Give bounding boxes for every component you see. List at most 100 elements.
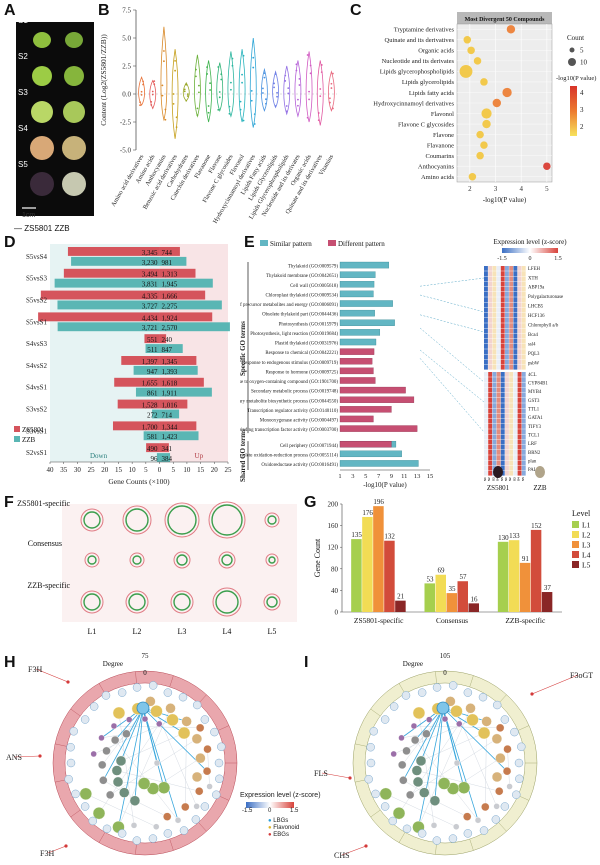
hi-legend-item-lbgs: ● LBGs [268,818,289,824]
d-lbl-zzb-up-6: 1,911 [162,390,178,398]
e-heat-cell-a [509,307,514,313]
e-heat-cell-a [509,318,514,323]
e-heat-cell-b [496,424,501,429]
e-heat-cell-b [521,398,526,403]
e-heat-cell-b [513,465,518,471]
c-xtick-0: 2 [468,185,472,193]
g-xtick-1: Consensus [436,616,468,625]
netH-peripheral-node [64,774,73,784]
d-bar-zzb-up-4 [159,344,183,353]
panel-h: H Degree 75 0 F3H ANS F3H [0,648,300,865]
b-point [241,81,243,84]
e-heat-cell-a [509,271,514,276]
c-legend-count-10: 10 [580,59,588,67]
f-module-0-4 [267,515,277,525]
b-point [161,84,164,87]
f-module-2-0 [83,593,101,611]
e-heat-cell-a [496,286,501,292]
f-module-1-3 [221,554,233,566]
e-heat-cell-a [496,271,501,276]
e-heat-cell-a [505,349,509,354]
netH-hub-edge [142,707,185,734]
g-bar-0-3 [384,540,395,612]
g-value-2-4: 37 [544,584,552,592]
svg-text:S5: S5 [521,477,525,481]
netI-peripheral-node [517,742,526,752]
b-point [253,123,256,125]
e-heat-cell-a [517,276,522,282]
e-heat-cell-b [500,408,505,414]
e-heat-cell-a [505,359,509,365]
e-heat-cell-a [484,328,488,334]
e-heat-cell-b [492,377,497,382]
e-heat-cell-a [509,323,514,328]
d-lbl-zzb-down-0: 3,230 [142,259,158,267]
b-point [230,81,232,84]
b-point [218,96,221,99]
e-bar-different-14 [339,396,415,403]
c-color-scale [570,86,577,136]
e-heat-cell-a [513,318,518,323]
netI-node [445,696,456,707]
d-bar-zzb-down-1 [54,278,160,288]
netH-node [195,752,206,764]
e-gene-b-9: BRN2 [528,451,541,456]
netH-peripheral-node [192,700,202,710]
e-heat-cell-a [488,323,493,328]
b-violin-2 [160,26,168,120]
e-expr-tick-2: 1.5 [554,256,562,262]
e-gene-b-10: plan [528,459,537,464]
c-legend-color-title: -log10(P value) [556,75,596,82]
e-xtick-0: 1 [338,473,341,480]
e-heat-cell-b [521,372,526,377]
e-heat-cell-b [496,403,501,408]
e-heat-cell-a [492,333,497,339]
hi-legend-gradient [246,802,294,808]
b-point [231,64,234,67]
netH-peripheral-node [66,758,76,768]
d-lbl-zs-up-7: 1,016 [162,402,178,410]
netH-node [177,726,191,740]
d-lbl-zzb-up-2: 2,275 [162,302,178,310]
d-lbl-zzb-up-3: 2,570 [162,324,178,332]
b-point [218,91,221,93]
netI-hub-edge [434,707,444,801]
e-heat-cell-a [492,359,497,365]
netH-node [129,795,141,806]
c-ytick-12: Coumarins [425,153,454,160]
e-heat-cell-a [496,281,501,287]
c-bubble-2 [467,46,475,55]
d-lbl-zs-down-1: 3,494 [142,271,158,279]
e-gene-b-4: TTL1 [528,407,540,412]
svg-text:S4: S4 [517,477,521,481]
b-ytick-4: 5.0 [122,35,131,43]
e-heat-cell-a [488,344,493,349]
svg-text:S1: S1 [504,477,508,481]
e-heat-cell-a [509,297,514,302]
e-bar-different-16 [339,415,374,423]
e-heat-cell-a [484,276,488,282]
b-point [164,118,167,121]
e-ytick-1: Thylakoid membrane (GO:0042651) [266,274,338,279]
netI-peripheral-node [369,727,378,736]
hi-legend-tick-0: -1.5 [242,808,253,814]
e-heat-cell-a [492,286,497,292]
netI-peripheral-node [515,774,524,784]
e-expr-tick-0: -1.5 [497,256,507,262]
f-ring-outer [125,590,149,614]
e-heat-cell-b [509,460,514,466]
e-heat-cell-a [492,338,497,344]
g-legend-4: L5 [582,561,591,570]
e-heat-cell-a [488,333,493,339]
e-heat-cell-b [505,408,509,414]
panel-c-label: C [350,2,362,19]
g-bar-2-4 [541,592,553,612]
b-point [195,68,197,71]
netH-node [112,706,126,720]
e-heat-cell-a [496,307,501,313]
b-point [206,66,208,69]
d-bar-zs-up-2 [159,290,206,300]
netI-peripheral-node [380,802,390,811]
e-heat-cell-a [517,323,522,328]
e-heat-cell-b [505,377,509,382]
